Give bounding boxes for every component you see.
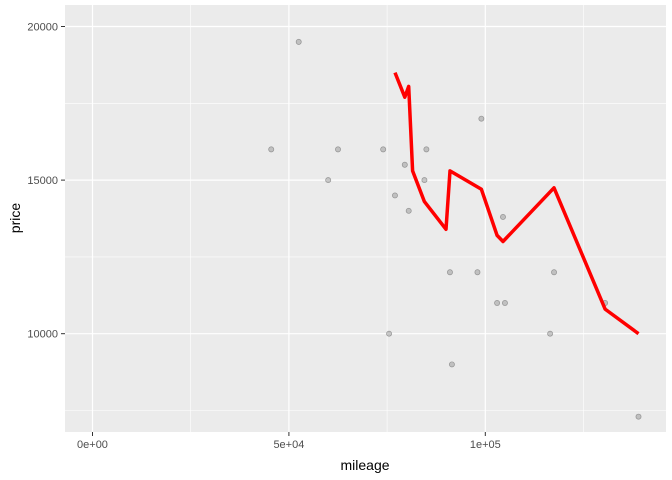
data-point: [494, 300, 501, 306]
data-point: [335, 146, 341, 153]
gridlines: [65, 5, 666, 432]
data-point: [386, 330, 393, 337]
data-point: [448, 361, 455, 368]
data-point: [500, 214, 506, 220]
axis-ticks: 0e+00 5e+04 1e+05 10000 15000 20000: [27, 22, 500, 451]
y-axis-title: price: [7, 203, 23, 234]
data-point: [295, 38, 302, 45]
x-tick-label: 5e+04: [273, 439, 304, 451]
data-point: [474, 269, 481, 276]
data-point: [478, 115, 485, 122]
x-tick-label: 1e+05: [470, 439, 501, 451]
fitted-line: [393, 71, 640, 336]
data-point: [268, 146, 275, 153]
data-point: [380, 146, 387, 153]
data-point: [635, 413, 642, 420]
data-point: [325, 177, 332, 184]
x-tick-label: 0e+00: [77, 439, 108, 451]
data-point: [405, 207, 412, 214]
y-tick-label: 15000: [27, 175, 58, 187]
fitted-line-layer: [393, 71, 640, 336]
y-tick-label: 10000: [27, 329, 58, 341]
data-point: [501, 300, 508, 306]
plot-panel: [65, 5, 666, 432]
data-point: [423, 146, 430, 153]
scatter-points: [268, 38, 642, 420]
data-point: [401, 161, 408, 168]
data-point: [421, 177, 428, 184]
data-point: [551, 269, 557, 276]
data-point: [547, 330, 554, 337]
data-point: [392, 192, 398, 199]
data-point: [447, 269, 453, 276]
x-axis-title: mileage: [340, 457, 389, 473]
y-tick-label: 20000: [27, 22, 58, 34]
